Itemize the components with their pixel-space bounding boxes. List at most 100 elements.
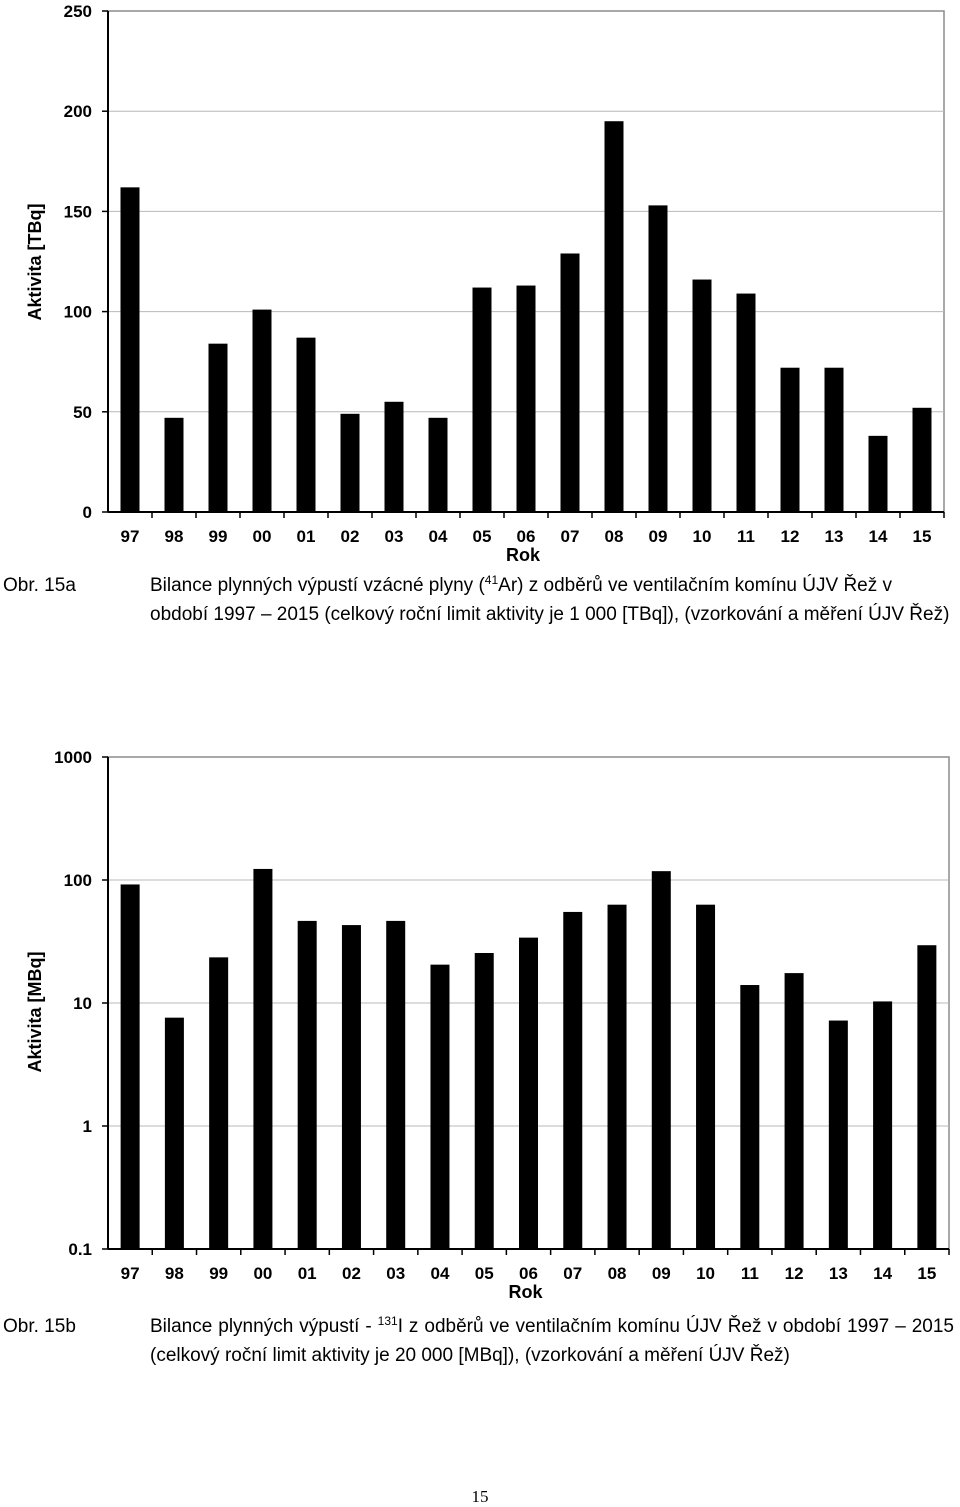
figure-caption-b: Obr. 15b Bilance plynných výpustí - 131I… — [0, 1312, 960, 1407]
chart-a-y-tick-label: 0 — [83, 503, 92, 522]
chart-b-x-tick-label: 10 — [696, 1264, 715, 1283]
chart-b-bar-02 — [341, 925, 361, 1249]
chart-b-x-tick-label: 98 — [165, 1264, 184, 1283]
chart-a-y-tick-label: 50 — [73, 403, 92, 422]
chart-b-x-tick-label: 07 — [563, 1264, 582, 1283]
caption-b-text-after: I z odběrů ve ventilačním komínu ÚJV Řež… — [150, 1316, 954, 1366]
chart-a-y-tick-label: 200 — [64, 102, 92, 121]
chart-a-svg: 0 50 100 150 200 250 97 98 99 00 01 02 03 04 05 06 07 08 0… — [25, 2, 945, 565]
chart-a-x-tick-label: 15 — [913, 527, 932, 546]
chart-a-x-tick-label: 12 — [781, 527, 800, 546]
chart-b-bar-05 — [474, 952, 494, 1249]
chart-a-bar-99 — [208, 343, 228, 512]
chart-b-x-tick-label: 12 — [785, 1264, 804, 1283]
chart-a-bar-07 — [560, 253, 580, 512]
chart-a-y-tick-label: 150 — [64, 202, 92, 221]
chart-iodine-activity: 0.1 1 10 100 1000 97 98 99 00 01 02 03 04 05 06 07 08 09 1… — [0, 745, 960, 1310]
chart-b-bar-09 — [651, 871, 671, 1249]
chart-b-x-tick-label: 99 — [209, 1264, 228, 1283]
chart-b-bar-99 — [209, 957, 229, 1249]
chart-a-x-tick-label: 11 — [737, 527, 755, 546]
chart-a-bar-03 — [384, 401, 404, 512]
chart-a-x-tick-label: 02 — [341, 527, 360, 546]
chart-a-x-tick-label: 98 — [165, 527, 184, 546]
figure-caption-text-a: Bilance plynných výpustí vzácné plyny (4… — [150, 571, 954, 629]
chart-b-bar-04 — [430, 964, 450, 1249]
figure-label-a: Obr. 15a — [3, 575, 76, 596]
chart-a-bar-98 — [164, 417, 184, 512]
chart-a-y-axis-title: Aktivita [TBq] — [25, 204, 45, 321]
chart-a-bar-05 — [472, 287, 492, 512]
chart-a-x-tick-label: 00 — [253, 527, 272, 546]
chart-b-y-tick-label: 10 — [73, 994, 92, 1013]
chart-b-bar-01 — [297, 920, 317, 1249]
caption-a-text-after: Ar) z odběrů ve ventilačním komínu ÚJV Ř… — [150, 575, 950, 625]
chart-a-x-tick-label: 97 — [121, 527, 140, 546]
chart-a-x-tick-label: 10 — [693, 527, 712, 546]
chart-a-bar-01 — [296, 337, 316, 512]
chart-b-bar-00 — [253, 868, 273, 1249]
caption-a-isotope-mass: 41 — [484, 573, 499, 587]
chart-b-x-tick-label: 02 — [342, 1264, 361, 1283]
chart-b-x-tick-label: 13 — [829, 1264, 848, 1283]
chart-a-y-tick-label: 100 — [64, 303, 92, 322]
chart-b-bar-14 — [873, 1001, 893, 1249]
chart-b-bar-13 — [828, 1020, 848, 1249]
chart-a-bar-97 — [120, 187, 140, 513]
chart-a-bar-14 — [868, 435, 888, 512]
chart-b-x-tick-label: 97 — [121, 1264, 140, 1283]
chart-b-y-tick-label: 100 — [64, 871, 92, 890]
chart-b-x-tick-label: 04 — [431, 1264, 450, 1283]
caption-b-text-before: Bilance plynných výpustí - — [150, 1316, 378, 1337]
chart-argon-activity: 0 50 100 150 200 250 97 98 99 00 01 02 03 04 05 06 07 08 0… — [0, 0, 960, 570]
chart-b-x-axis-title: Rok — [508, 1282, 543, 1302]
chart-b-x-tick-label: 05 — [475, 1264, 494, 1283]
chart-a-x-tick-label: 05 — [473, 527, 492, 546]
chart-a-bar-04 — [428, 417, 448, 512]
chart-b-bar-15 — [917, 945, 937, 1249]
chart-a-bar-11 — [736, 293, 756, 512]
chart-b-bar-11 — [740, 985, 760, 1249]
chart-b-y-tick-label: 1 — [83, 1117, 92, 1136]
chart-a-x-tick-label: 14 — [869, 527, 888, 546]
chart-b-bar-07 — [563, 911, 583, 1249]
chart-b-bar-97 — [120, 884, 140, 1249]
chart-a-bar-02 — [340, 413, 360, 512]
chart-b-bar-12 — [784, 973, 804, 1249]
chart-b-bar-98 — [164, 1017, 184, 1249]
figure-caption-a: Obr. 15a Bilance plynných výpustí vzácné… — [0, 571, 960, 666]
chart-b-bar-06 — [519, 937, 538, 1249]
chart-a-bar-09 — [648, 205, 668, 512]
chart-a-x-tick-label: 13 — [825, 527, 844, 546]
chart-a-x-tick-label: 07 — [561, 527, 580, 546]
caption-b-isotope-mass: 131 — [377, 1314, 398, 1328]
chart-b-y-tick-label: 0.1 — [68, 1240, 92, 1259]
chart-b-x-tick-label: 08 — [608, 1264, 627, 1283]
chart-a-bar-00 — [252, 309, 272, 512]
chart-b-x-tick-label: 06 — [519, 1264, 538, 1283]
chart-b-x-tick-label: 01 — [298, 1264, 317, 1283]
chart-a-x-tick-label: 99 — [209, 527, 228, 546]
chart-b-x-tick-label: 00 — [253, 1264, 272, 1283]
chart-a-bar-06 — [516, 285, 536, 512]
chart-a-x-tick-label: 04 — [429, 527, 448, 546]
chart-b-x-tick-label: 09 — [652, 1264, 671, 1283]
chart-a-bar-13 — [824, 367, 844, 512]
page-number: 15 — [471, 1487, 489, 1506]
chart-a-bar-15 — [912, 407, 932, 512]
chart-a-x-tick-label: 06 — [517, 527, 536, 546]
chart-a-x-tick-label: 09 — [649, 527, 668, 546]
chart-b-y-tick-label: 1000 — [54, 748, 92, 767]
chart-b-x-tick-label: 14 — [873, 1264, 892, 1283]
caption-a-text-before: Bilance plynných výpustí vzácné plyny ( — [150, 575, 485, 596]
chart-a-x-axis-title: Rok — [506, 545, 541, 565]
chart-a-bar-10 — [692, 279, 712, 512]
chart-a-y-tick-label: 250 — [64, 2, 92, 21]
chart-b-svg: 0.1 1 10 100 1000 97 98 99 00 01 02 03 04 05 06 07 08 09 1… — [25, 748, 950, 1302]
chart-b-bar-10 — [696, 904, 716, 1249]
chart-b-bar-03 — [386, 920, 406, 1249]
chart-a-x-tick-label: 01 — [297, 527, 316, 546]
chart-a-bar-08 — [604, 121, 624, 512]
chart-b-x-tick-label: 11 — [741, 1264, 759, 1283]
figure-caption-text-b: Bilance plynných výpustí - 131I z odběrů… — [150, 1312, 954, 1370]
